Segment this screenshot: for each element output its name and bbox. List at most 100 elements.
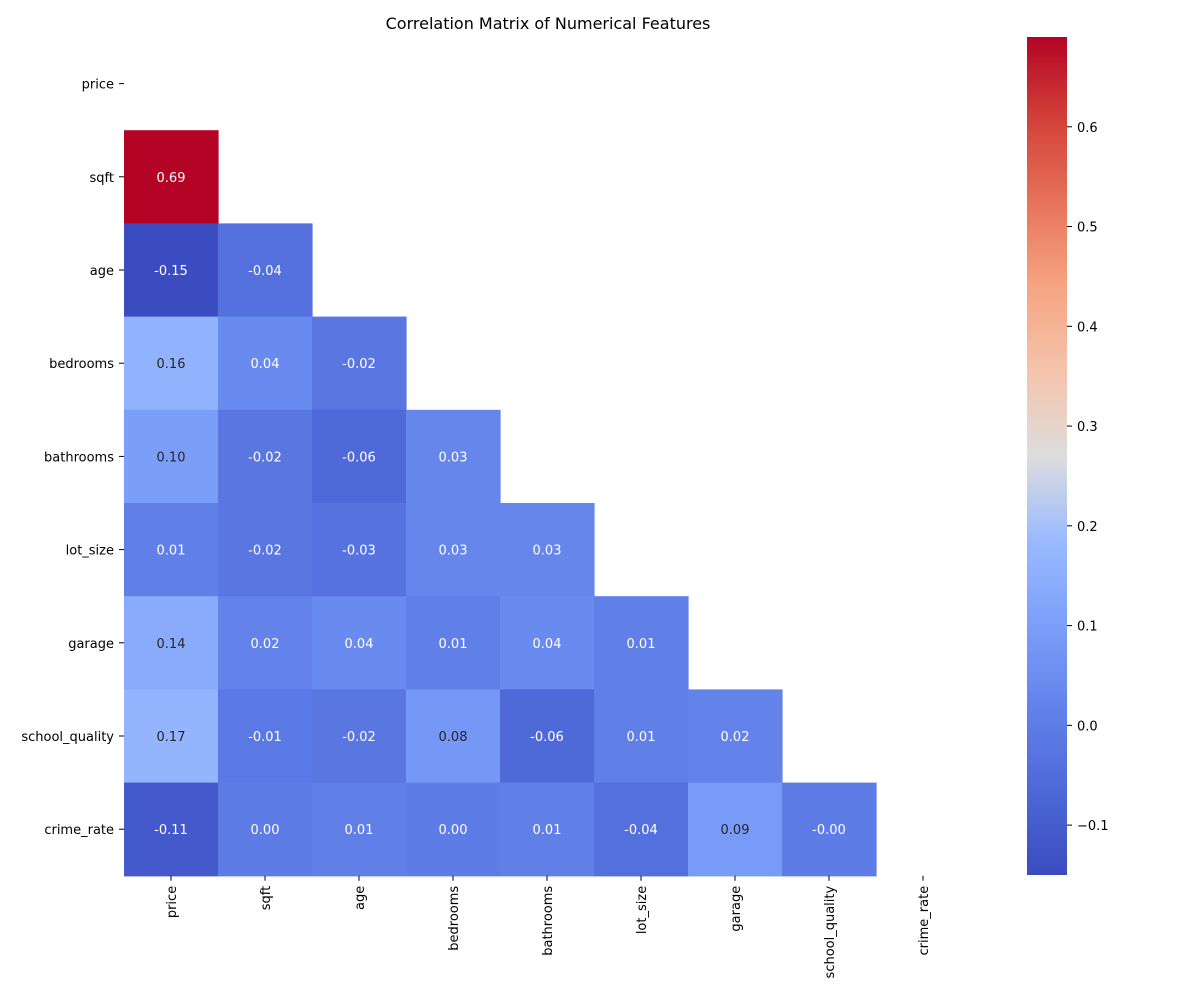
colorbar-tick-label-5: 0.4 — [1077, 320, 1098, 335]
heatmap-cell-lot_size-price — [124, 503, 219, 597]
y-axis: price sqft age bedrooms bathrooms lot_sizegar… — [21, 78, 124, 838]
heatmap-cell-crime_rate-lot_size — [594, 782, 689, 877]
heatmap-cell-lot_size-bathrooms — [500, 503, 595, 597]
heatmap-cell-garage-age — [312, 596, 407, 690]
cell-value-label-crime_rate-bedrooms: 0.00 — [439, 823, 468, 838]
heatmap-cell-bathrooms-price — [124, 409, 219, 504]
cell-value-label-garage-lot_size: 0.01 — [627, 637, 656, 652]
cell-value-label-age-price: -0.15 — [154, 264, 188, 279]
cell-value-label-bedrooms-sqft: 0.04 — [251, 357, 280, 372]
heatmap-cell-crime_rate-school_quality — [782, 782, 877, 877]
cell-value-label-age-sqft: -0.04 — [248, 264, 282, 279]
heatmap-cell-school_quality-sqft — [218, 689, 313, 784]
cell-value-label-bathrooms-sqft: -0.02 — [248, 450, 282, 465]
cell-value-label-lot_size-age: -0.03 — [342, 544, 376, 559]
cell-value-label-crime_rate-school_quality: -0.00 — [812, 823, 846, 838]
heatmap-cell-school_quality-bathrooms — [500, 689, 595, 784]
y-tick-label-bedrooms: bedrooms — [49, 357, 114, 372]
y-tick-label-crime_rate: crime_rate — [44, 823, 114, 838]
heatmap-cell-garage-bathrooms — [500, 596, 595, 690]
y-tick-label-sqft: sqft — [90, 171, 114, 186]
y-tick-label-price: price — [82, 78, 114, 93]
cell-value-label-school_quality-lot_size: 0.01 — [627, 730, 656, 745]
cell-value-label-garage-bathrooms: 0.04 — [533, 637, 562, 652]
heatmap-cell-age-sqft — [218, 223, 313, 318]
cell-value-label-lot_size-bathrooms: 0.03 — [533, 544, 562, 559]
heatmap-cell-lot_size-sqft — [218, 503, 313, 597]
x-tick-label-price: price — [165, 886, 180, 918]
colorbar-tick-label-1: 0.0 — [1077, 719, 1098, 734]
heatmap-cell-school_quality-price — [124, 689, 219, 784]
x-tick-label-school_quality: school_quality — [823, 885, 838, 978]
heatmap-cell-garage-price — [124, 596, 219, 690]
colorbar-tick-label-0: −0.1 — [1077, 819, 1109, 834]
heatmap-cell-crime_rate-bathrooms — [500, 782, 595, 877]
cell-value-label-crime_rate-price: -0.11 — [154, 823, 188, 838]
heatmap-cell-bathrooms-age — [312, 409, 407, 504]
colorbar: −0.1 0.0 0.1 0.2 0.3 0.4 0.5 0.6 — [1027, 37, 1109, 875]
x-tick-label-bathrooms: bathrooms — [541, 886, 556, 956]
heatmap-cell-school_quality-lot_size — [594, 689, 689, 784]
cell-value-label-bedrooms-price: 0.16 — [157, 357, 186, 372]
x-axis: price sqft age bedrooms bathrooms lot_size gar… — [165, 875, 932, 978]
x-tick-label-sqft: sqft — [259, 886, 274, 910]
colorbar-tick-label-3: 0.2 — [1077, 520, 1098, 535]
cell-value-label-lot_size-price: 0.01 — [157, 544, 186, 559]
y-tick-label-lot_size: lot_size — [66, 544, 114, 559]
cell-value-label-sqft-price: 0.69 — [157, 171, 186, 186]
y-tick-label-garage: garage — [68, 637, 114, 652]
cell-value-label-garage-sqft: 0.02 — [251, 637, 280, 652]
cell-value-label-school_quality-bedrooms: 0.08 — [439, 730, 468, 745]
cell-value-label-crime_rate-sqft: 0.00 — [251, 823, 280, 838]
cell-value-label-bathrooms-age: -0.06 — [342, 450, 376, 465]
heatmap-cell-school_quality-garage — [688, 689, 783, 784]
heatmap-cell-garage-sqft — [218, 596, 313, 690]
heatmap-cell-bedrooms-age — [312, 316, 407, 411]
cell-value-label-garage-bedrooms: 0.01 — [439, 637, 468, 652]
cell-value-label-school_quality-sqft: -0.01 — [248, 730, 282, 745]
chart-title: Correlation Matrix of Numerical Features — [386, 14, 711, 33]
cell-value-label-garage-price: 0.14 — [157, 637, 186, 652]
cell-value-label-school_quality-price: 0.17 — [157, 730, 186, 745]
heatmap-cell-bathrooms-bedrooms — [406, 409, 501, 504]
heatmap-cell-bedrooms-sqft — [218, 316, 313, 411]
heatmap-cell-sqft-price — [124, 130, 219, 224]
x-tick-label-age: age — [353, 886, 368, 910]
heatmap-cell-crime_rate-price — [124, 782, 219, 877]
cell-value-label-crime_rate-bathrooms: 0.01 — [533, 823, 562, 838]
cell-value-label-school_quality-bathrooms: -0.06 — [530, 730, 564, 745]
x-tick-label-bedrooms: bedrooms — [447, 886, 462, 951]
colorbar-tick-label-2: 0.1 — [1077, 620, 1098, 635]
x-tick-label-crime_rate: crime_rate — [917, 886, 932, 956]
cell-value-label-school_quality-age: -0.02 — [342, 730, 376, 745]
heatmap-cell-age-price — [124, 223, 219, 318]
x-tick-label-lot_size: lot_size — [635, 886, 650, 934]
x-tick-label-garage: garage — [729, 886, 744, 932]
heatmap-cell-garage-lot_size — [594, 596, 689, 690]
y-tick-label-school_quality: school_quality — [21, 730, 114, 745]
cell-value-label-bathrooms-price: 0.10 — [157, 450, 186, 465]
y-tick-label-bathrooms: bathrooms — [44, 450, 114, 465]
colorbar-gradient — [1027, 37, 1067, 875]
cell-value-label-lot_size-sqft: -0.02 — [248, 544, 282, 559]
heatmap-cell-bathrooms-sqft — [218, 409, 313, 504]
cell-value-label-bedrooms-age: -0.02 — [342, 357, 376, 372]
y-tick-label-age: age — [90, 264, 114, 279]
heatmap-cell-school_quality-age — [312, 689, 407, 784]
cell-value-label-bathrooms-bedrooms: 0.03 — [439, 450, 468, 465]
heatmap-cell-bedrooms-price — [124, 316, 219, 411]
heatmap-cell-crime_rate-age — [312, 782, 407, 877]
colorbar-tick-label-4: 0.3 — [1077, 420, 1098, 435]
cell-value-label-crime_rate-lot_size: -0.04 — [624, 823, 658, 838]
cell-value-label-school_quality-garage: 0.02 — [721, 730, 750, 745]
cell-value-label-garage-age: 0.04 — [345, 637, 374, 652]
heatmap-cell-lot_size-bedrooms — [406, 503, 501, 597]
heatmap-cell-crime_rate-sqft — [218, 782, 313, 877]
heatmap-cell-crime_rate-garage — [688, 782, 783, 877]
colorbar-tick-label-7: 0.6 — [1077, 121, 1098, 136]
cell-value-label-lot_size-bedrooms: 0.03 — [439, 544, 468, 559]
heatmap-cell-crime_rate-bedrooms — [406, 782, 501, 877]
colorbar-tick-label-6: 0.5 — [1077, 221, 1098, 236]
